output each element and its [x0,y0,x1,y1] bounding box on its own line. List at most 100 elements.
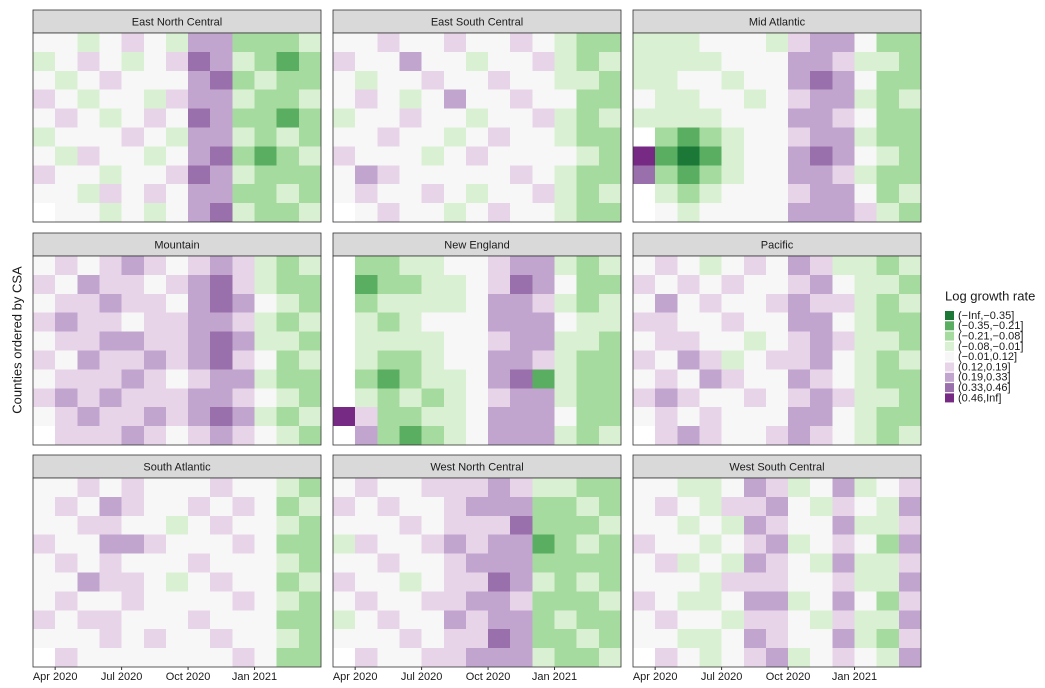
heat-cell [143,610,166,630]
heat-cell [677,478,700,497]
heat-cell [377,388,400,408]
heat-cell [77,184,100,204]
heat-cell [399,350,422,370]
heat-cell [99,515,122,535]
heat-cell [254,108,277,128]
heat-cell [699,478,722,497]
heat-cell [810,648,833,667]
heat-cell [510,572,533,592]
heat-cell [598,165,621,185]
x-tick-label: Jul 2020 [101,671,143,683]
heat-cell [421,312,444,332]
legend-swatch [945,341,954,351]
heat-cell [298,534,321,554]
heat-cell [510,293,533,313]
heat-cell [898,293,921,313]
heat-cell [699,203,722,222]
heat-cell [832,51,855,71]
heat-cell [554,629,577,649]
heat-cell [443,534,466,554]
heat-cell [298,274,321,294]
heat-cell [77,51,100,71]
heat-cell [876,331,899,351]
heat-cell [488,648,511,667]
heat-cell [488,312,511,332]
heat-cell [77,515,100,535]
heat-cell [743,648,766,667]
heat-cell [721,369,744,389]
heat-cell [399,51,422,71]
heat-cell [298,407,321,427]
heat-cell [165,496,189,516]
heat-cell [488,256,511,275]
heat-cell [633,51,656,71]
heat-cell [510,331,533,351]
heat-cell [188,591,211,611]
heat-cell [898,51,921,71]
heat-cell [298,146,321,166]
heat-cell [443,108,466,128]
heat-cell [276,572,299,592]
heat-cell [421,203,444,222]
heat-cell [633,553,656,573]
heat-cell [298,369,321,389]
heat-cell [832,648,855,667]
heat-cell [377,534,400,554]
heat-cell [788,312,811,332]
heat-cell [598,331,621,351]
heat-cell [598,146,621,166]
heat-cell [554,591,577,611]
legend-label: (−0.08,−0.01] [958,341,1023,353]
heat-cell [421,33,444,52]
heat-cell [443,203,466,222]
heat-cell [788,146,811,166]
heat-cell [399,534,422,554]
heat-cell [377,591,400,611]
heat-cell [465,629,489,649]
heat-cell [810,165,833,185]
heat-cell [165,274,189,294]
heat-cell [788,293,811,313]
heat-cell [188,629,211,649]
heat-cell [188,369,211,389]
heat-cell [77,89,100,109]
heat-cell [510,534,533,554]
heat-cell [876,388,899,408]
heat-cell [99,256,122,275]
heat-cell [298,515,321,535]
heat-cell [721,407,744,427]
heat-cell [210,534,233,554]
heat-cell [33,350,56,370]
heat-cell [55,478,78,497]
heat-cell [788,515,811,535]
heat-cell [832,108,855,128]
heat-cell [743,629,766,649]
heat-cell [210,127,233,147]
heat-cell [254,478,277,497]
x-tick-label: Oct 2020 [166,671,211,683]
heat-cell [276,648,299,667]
heat-cell [655,496,678,516]
heat-cell [677,572,700,592]
heat-cell [854,184,877,204]
heat-cell [210,629,233,649]
heat-cell [443,51,466,71]
heat-cell [355,165,378,185]
heat-cell [121,108,144,128]
heat-cell [699,350,722,370]
heat-cell [77,350,100,370]
heat-cell [854,591,877,611]
heat-cell [743,274,766,294]
heat-cell [355,146,378,166]
heat-cell [532,591,555,611]
heat-cell [743,51,766,71]
heat-cell [355,648,378,667]
heat-cell [165,553,189,573]
heat-cell [765,426,789,445]
heat-cell [532,70,555,90]
heat-cell [788,70,811,90]
heat-cell [876,553,899,573]
heat-cell [77,146,100,166]
heat-cell [876,33,899,52]
heat-cell [576,572,599,592]
